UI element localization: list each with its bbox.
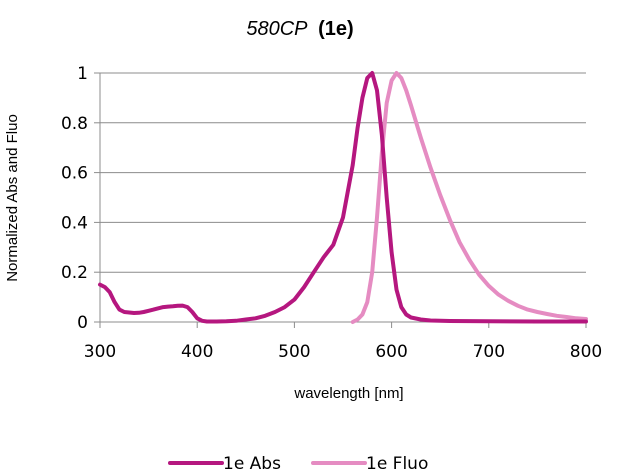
y-tick-label: 0.4: [61, 213, 88, 233]
series-line-abs: [98, 71, 588, 324]
y-tick-label: 0: [77, 313, 88, 333]
x-tick-label: 800: [570, 342, 602, 362]
x-tick-label: 500: [278, 342, 310, 362]
x-axis-label: wavelength [nm]: [293, 385, 403, 402]
legend: 1e Abs 1e Fluo: [168, 454, 428, 474]
chart-title: 580CP (1e): [246, 18, 353, 40]
x-tick-label: 300: [84, 342, 116, 362]
y-tick-label: 0.8: [61, 114, 88, 134]
axes: [94, 72, 587, 328]
chart-title-italic: 580CP: [246, 18, 308, 40]
y-tick-labels: 0 0.2 0.4 0.6 0.8 1: [61, 64, 88, 333]
legend-label-abs: 1e Abs: [223, 454, 281, 474]
y-tick-label: 0.2: [61, 263, 88, 283]
y-axis-label: Normalized Abs and Fluo: [4, 114, 21, 282]
y-tick-label: 1: [77, 64, 88, 84]
series-lines: [98, 71, 588, 324]
chart-title-bold: (1e): [318, 18, 354, 40]
gridlines: [100, 72, 586, 273]
x-tick-label: 600: [375, 342, 407, 362]
series-line-fluo: [350, 71, 588, 324]
x-tick-label: 700: [473, 342, 505, 362]
x-tick-label: 400: [181, 342, 213, 362]
x-tick-labels: 300 400 500 600 700 800: [84, 342, 602, 362]
legend-label-fluo: 1e Fluo: [366, 454, 428, 474]
y-tick-label: 0.6: [61, 164, 88, 184]
